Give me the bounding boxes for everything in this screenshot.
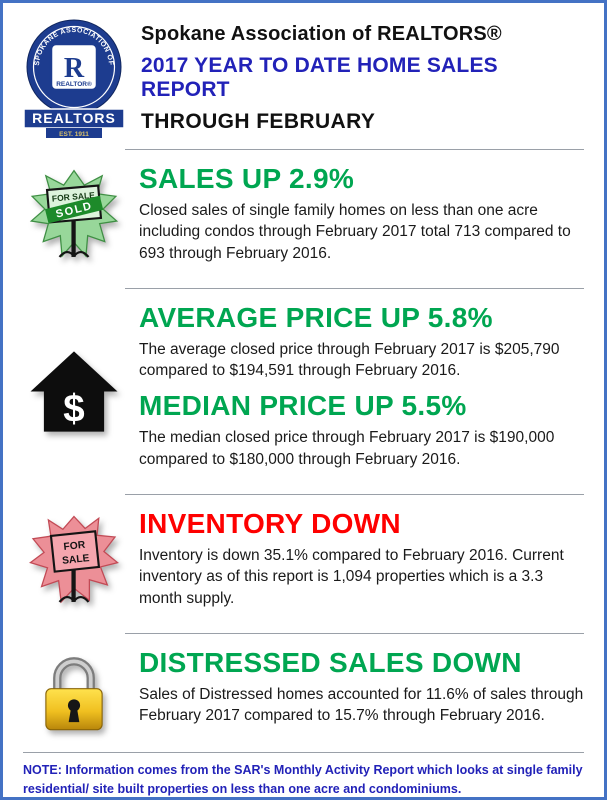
divider [125,632,584,634]
footer-note: NOTE: Information comes from the SAR's M… [23,763,583,796]
report-subtitle: THROUGH FEBRUARY [141,109,376,133]
inventory-heading: INVENTORY DOWN [139,508,401,540]
header: SPOKANE ASSOCIATION OF R REALTOR® REALTO… [23,17,584,139]
section-prices: $ AVERAGE PRICE UP 5.8% The average clos… [23,301,584,480]
logo-realtor-label: REALTOR® [56,80,92,88]
for-sale-sign-icon: FOR SALE [23,513,125,614]
logo-letter: R [64,53,85,84]
divider [23,752,584,754]
distressed-body: Sales of Distressed homes accounted for … [139,685,584,725]
section-sales: FOR SALE SOLD SALES UP 2.9% Closed sales… [23,163,584,274]
average-price-heading: AVERAGE PRICE UP 5.8% [139,301,493,333]
logo-est: EST. 1911 [59,131,89,138]
header-text: Spokane Association of REALTORS® 2017 YE… [141,23,584,134]
padlock-icon [23,652,125,733]
sales-heading: SALES UP 2.9% [139,163,355,194]
logo-banner: REALTORS [32,110,116,126]
for-sale-line1: FOR [63,540,86,553]
median-price-body: The median closed price through February… [139,429,555,468]
average-price-body: The average closed price through Februar… [139,340,560,380]
for-sale-line2: SALE [62,554,90,568]
divider [125,287,584,289]
sales-body: Closed sales of single family homes on l… [139,201,571,262]
footer: NOTE: Information comes from the SAR's M… [23,759,584,797]
sold-sign-icon: FOR SALE SOLD [23,168,125,269]
section-inventory: FOR SALE INVENTORY DOWN Inventory is dow… [23,508,584,619]
distressed-heading: DISTRESSED SALES DOWN [139,646,522,678]
realtor-logo: SPOKANE ASSOCIATION OF R REALTOR® REALTO… [23,17,125,139]
inventory-body: Inventory is down 35.1% compared to Febr… [139,546,564,607]
report-title: 2017 YEAR TO DATE HOME SALES REPORT [141,53,498,101]
org-name: Spokane Association of REALTORS® [141,22,502,45]
house-dollar-icon: $ [23,348,125,435]
divider [125,149,584,150]
dollar-sign-glyph: $ [63,388,84,431]
divider [125,494,584,496]
realtor-seal-icon: SPOKANE ASSOCIATION OF R REALTOR® REALTO… [24,19,124,138]
section-distressed: DISTRESSED SALES DOWN Sales of Distresse… [23,646,584,737]
median-price-heading: MEDIAN PRICE UP 5.5% [139,390,467,422]
